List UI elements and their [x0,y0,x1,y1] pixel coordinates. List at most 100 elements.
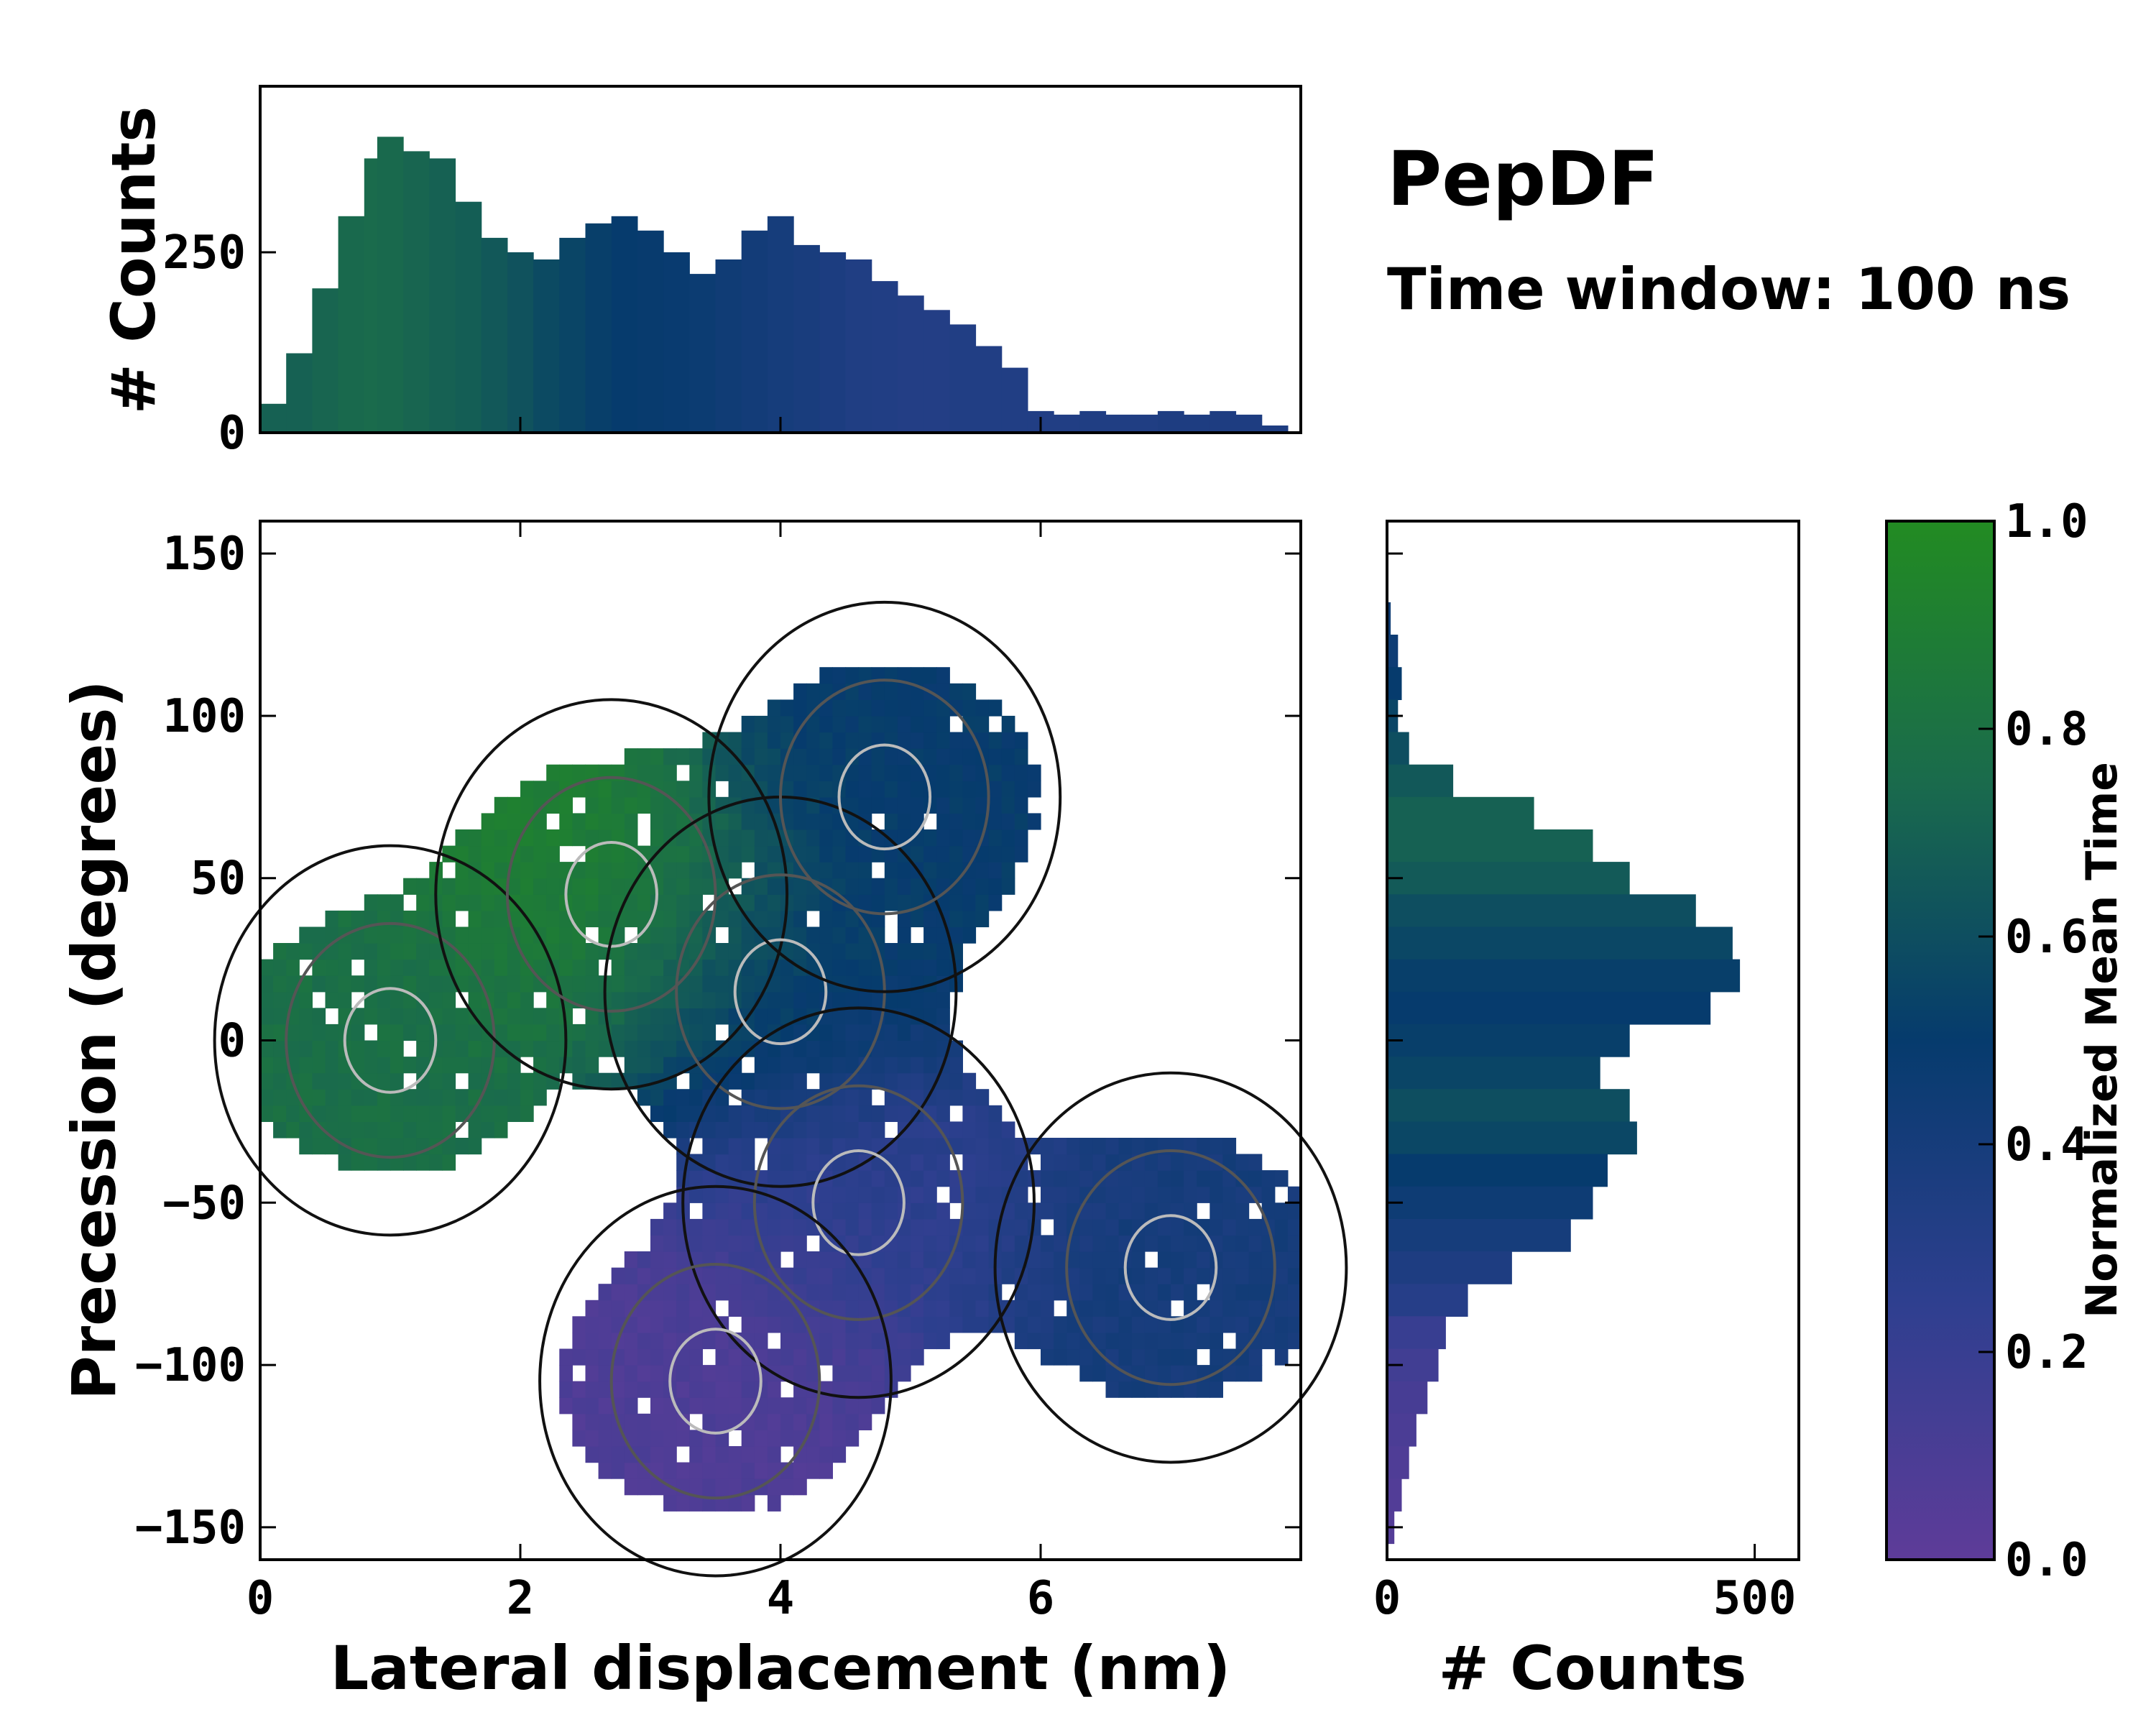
heatmap-cell [728,862,742,879]
heatmap-cell [832,1348,847,1366]
heatmap-cell [897,1251,911,1269]
heatmap-cell [988,796,1003,814]
heatmap-cell [1197,1267,1210,1284]
heatmap-cell [611,991,625,1008]
heatmap-cell [793,910,807,928]
heatmap-cell [819,748,833,765]
heatmap-cell [962,764,977,781]
heatmap-cell [911,1072,924,1090]
heatmap-cell [806,748,820,765]
heatmap-cell [702,1381,717,1398]
right-histogram-bar [1387,667,1402,700]
heatmap-cell [637,926,651,944]
heatmap-cell [481,1105,495,1122]
heatmap-cell [598,1072,612,1090]
heatmap-cell [481,813,495,830]
heatmap-cell [572,764,586,781]
main-xlabel: Lateral displacement (nm) [331,1633,1231,1703]
heatmap-cell [741,1446,755,1463]
heatmap-cell [1197,1218,1210,1236]
top-histogram-bar [377,137,404,433]
heatmap-cell [559,829,573,847]
heatmap-cell [312,1121,326,1138]
heatmap-cell [936,1202,950,1220]
heatmap-cell [637,910,651,928]
heatmap-cell [1287,1316,1302,1333]
top-histogram-bar [533,259,560,433]
heatmap-cell [468,991,482,1008]
heatmap-cell [754,829,768,847]
heatmap-cell [338,991,352,1008]
heatmap-cell [1184,1284,1197,1301]
heatmap-cell [1287,1235,1302,1252]
heatmap-cell [611,1024,625,1041]
heatmap-cell [1184,1235,1197,1252]
heatmap-cell [897,959,911,976]
heatmap-cell [702,1138,717,1155]
heatmap-cell [533,1008,547,1025]
heatmap-cell [637,878,651,895]
heatmap-cell [390,959,404,976]
heatmap-cell [845,1218,860,1236]
heatmap-cell [624,862,638,879]
heatmap-cell [741,991,755,1008]
heatmap-cell [949,829,963,847]
heatmap-cell [819,1105,833,1122]
heatmap-cell [702,959,717,976]
heatmap-cell [377,1057,391,1074]
heatmap-cell [273,1089,287,1106]
heatmap-cell [923,1251,937,1269]
heatmap-cell [741,1138,755,1155]
main-ytick-label: −100 [135,1339,246,1392]
heatmap-cell [377,991,391,1008]
heatmap-cell [806,1267,820,1284]
heatmap-cell [806,1138,820,1155]
heatmap-cell [637,1300,651,1317]
heatmap-cell [832,1202,847,1220]
heatmap-cell [390,894,404,911]
heatmap-cell [1274,1332,1289,1350]
top-histogram-bar [741,230,768,433]
heatmap-cell [988,1154,1003,1171]
heatmap-cell [1235,1316,1250,1333]
heatmap-cell [858,845,872,862]
heatmap-cell [403,959,417,976]
heatmap-cell [780,1186,794,1203]
heatmap-cell [741,732,755,749]
heatmap-cell [273,1121,287,1138]
heatmap-cell [598,1365,612,1382]
heatmap-cell [533,829,547,847]
heatmap-cell [546,862,560,879]
heatmap-cell [884,975,898,993]
heatmap-cell [845,1267,860,1284]
top-histogram-bar [1079,410,1107,433]
heatmap-cell [715,1267,729,1284]
heatmap-cell [793,1186,807,1203]
heatmap-cell [962,1251,977,1269]
top-histogram-bar [481,237,508,433]
heatmap-cell [911,1138,924,1155]
heatmap-cell [494,1121,508,1138]
heatmap-cell [1248,1348,1263,1366]
heatmap-cell [806,1057,820,1074]
heatmap-cell [1287,1186,1302,1203]
heatmap-cell [858,1397,872,1414]
heatmap-cell [923,715,937,733]
heatmap-cell [663,1284,677,1301]
heatmap-cell [676,1494,690,1512]
heatmap-cell [975,845,990,862]
heatmap-cell [1054,1332,1067,1350]
heatmap-cell [637,1381,651,1398]
heatmap-cell [1027,781,1041,798]
heatmap-cell [624,1024,638,1041]
heatmap-cell [845,1332,860,1350]
heatmap-cell [1041,1332,1054,1350]
contour-line [505,776,717,1013]
top-histogram-bar [923,310,950,433]
heatmap-cell [663,1251,677,1269]
heatmap-cell [1248,1235,1263,1252]
heatmap-cell [598,894,612,911]
right-histogram-bar [1387,894,1696,928]
heatmap-cell [819,1430,833,1447]
right-histogram-bar [1387,1381,1428,1414]
